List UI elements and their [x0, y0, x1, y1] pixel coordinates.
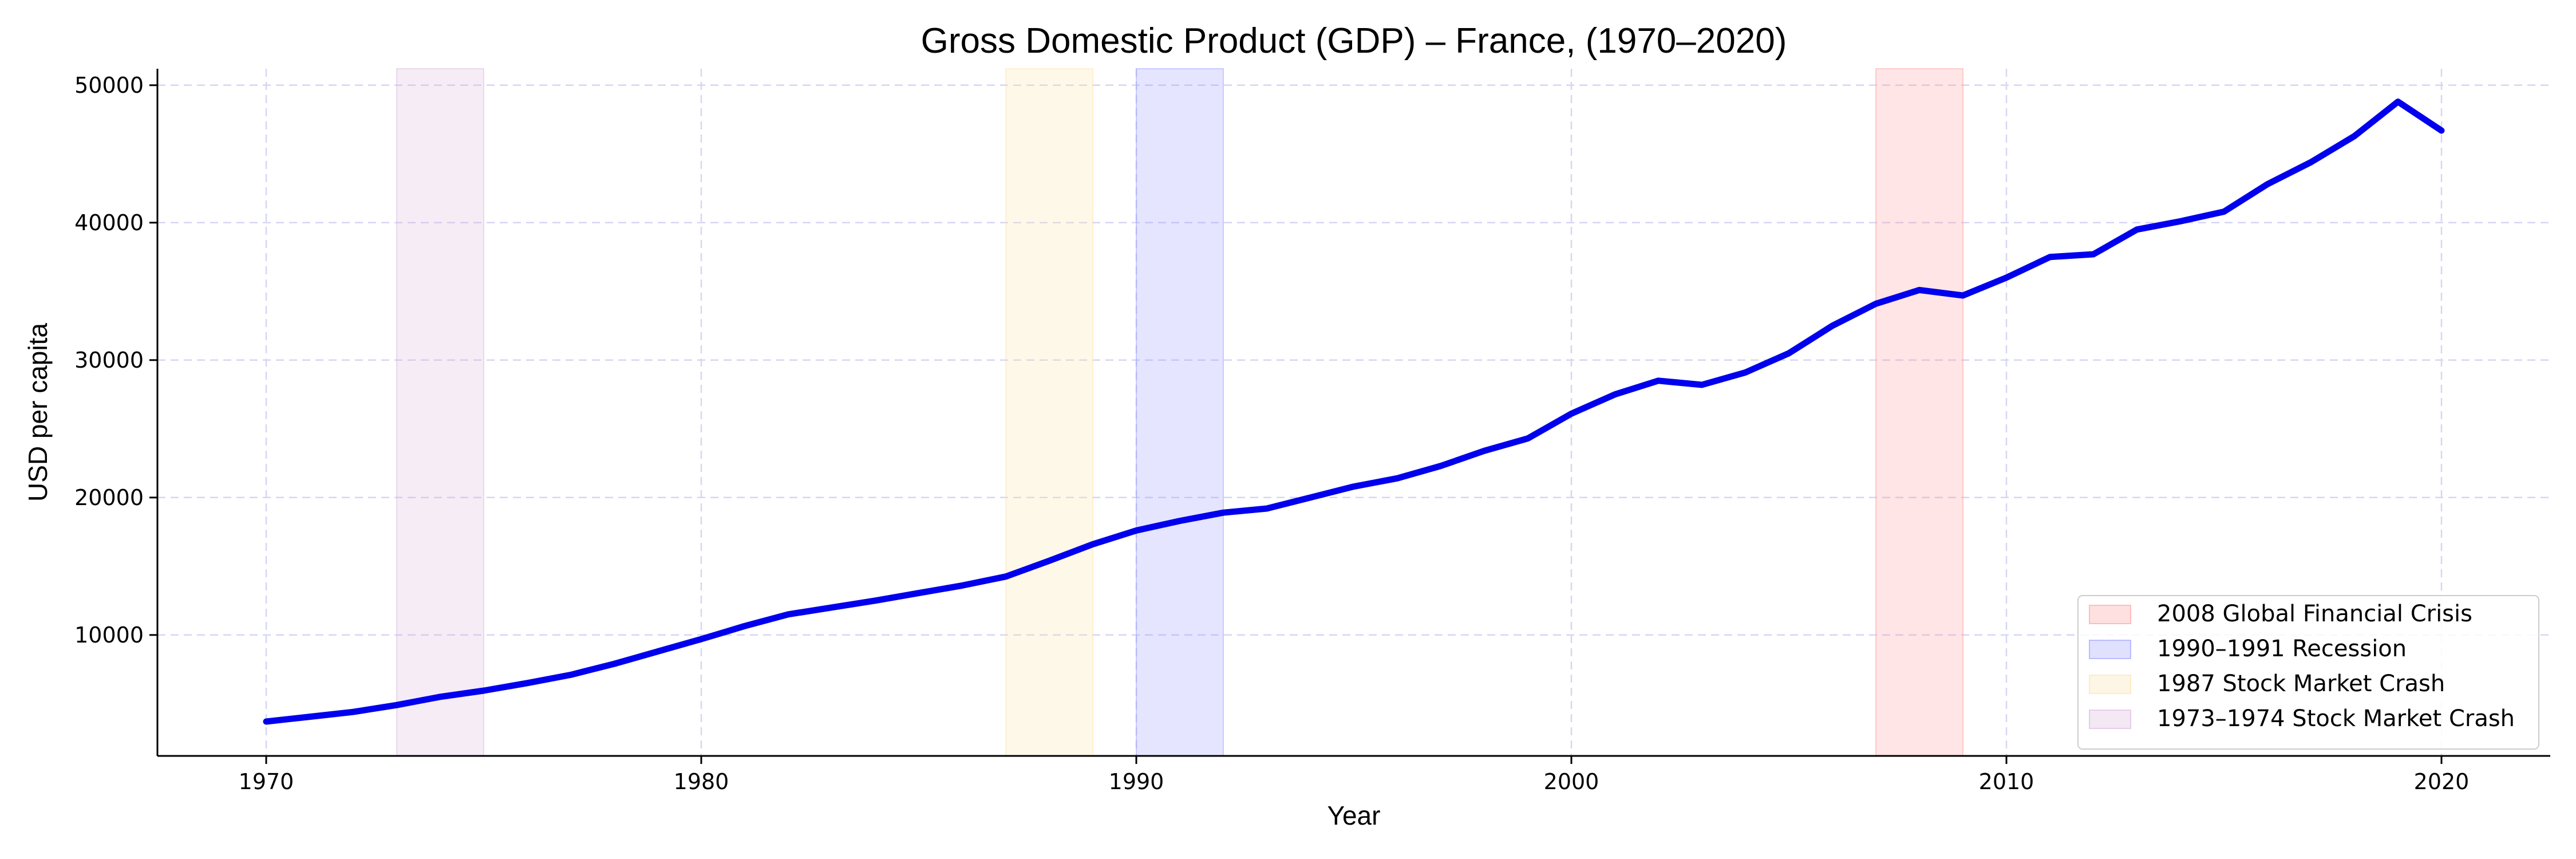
y-axis-label: USD per capita [23, 323, 53, 502]
x-tick-label: 2010 [1979, 769, 2034, 794]
legend-swatch [2089, 675, 2131, 694]
shaded-region [1136, 68, 1224, 756]
shaded-region [1005, 68, 1093, 756]
shaded-regions [396, 68, 1963, 756]
x-tick-label: 1980 [674, 769, 729, 794]
x-tick-label: 1970 [239, 769, 294, 794]
y-tick-label: 50000 [74, 73, 144, 98]
legend-label: 1973–1974 Stock Market Crash [2157, 706, 2515, 732]
legend: 2008 Global Financial Crisis 1990–1991 Re… [2077, 595, 2539, 750]
shaded-region [1875, 68, 1963, 756]
legend-swatch [2089, 605, 2131, 624]
y-tick-label: 20000 [74, 485, 144, 510]
series-line [263, 98, 2445, 725]
y-tick-label: 40000 [74, 210, 144, 235]
y-ticks: 10000 20000 30000 40000 50000 [74, 73, 157, 648]
shaded-region [396, 68, 484, 756]
y-tick-label: 10000 [74, 622, 144, 648]
legend-label: 1990–1991 Recession [2157, 636, 2407, 662]
series-lines [263, 98, 2445, 725]
x-tick-label: 2020 [2414, 769, 2470, 794]
legend-swatch [2089, 640, 2131, 659]
x-axis-label: Year [1327, 801, 1381, 830]
x-tick-label: 2000 [1544, 769, 1599, 794]
x-tick-label: 1990 [1109, 769, 1164, 794]
legend-label: 1987 Stock Market Crash [2157, 671, 2445, 697]
legend-label: 2008 Global Financial Crisis [2157, 601, 2472, 627]
chart-title: Gross Domestic Product (GDP) – France, (… [921, 21, 1787, 61]
legend-box [2077, 595, 2539, 750]
legend-swatch [2089, 710, 2131, 729]
y-tick-label: 30000 [74, 348, 144, 373]
x-ticks: 1970 1980 1990 2000 2010 2020 [239, 756, 2470, 794]
axes [156, 69, 2550, 757]
